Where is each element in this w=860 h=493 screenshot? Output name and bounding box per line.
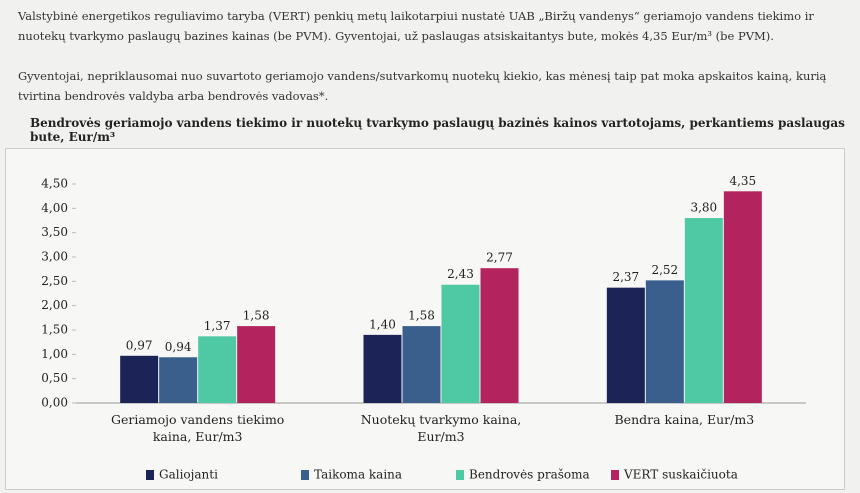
- bar: [645, 280, 684, 403]
- legend-label: VERT suskaičiuota: [623, 468, 738, 482]
- value-label: 2,37: [612, 270, 639, 284]
- legend-label: Galiojanti: [159, 468, 218, 482]
- value-label: 1,58: [243, 309, 270, 323]
- legend-swatch: [301, 470, 309, 480]
- legend-label: Bendrovės prašoma: [469, 468, 590, 482]
- y-tick-label: 2,50: [41, 274, 68, 288]
- x-tick-label: Bendra kaina, Eur/m3: [614, 412, 755, 427]
- bar: [198, 336, 237, 403]
- y-tick-label: 0,00: [41, 396, 68, 410]
- paragraph: Valstybinė energetikos reguliavimo taryb…: [18, 9, 814, 43]
- value-label: 4,35: [729, 174, 756, 188]
- bar: [480, 268, 519, 403]
- bar: [402, 326, 441, 403]
- bar: [363, 334, 402, 403]
- y-tick-label: 1,50: [41, 323, 68, 337]
- value-label: 0,97: [126, 338, 153, 352]
- y-tick-label: 4,00: [41, 201, 68, 215]
- chart-title: Bendrovės geriamojo vandens tiekimo ir n…: [30, 116, 845, 144]
- legend-swatch: [456, 470, 464, 480]
- bar: [159, 357, 198, 403]
- value-label: 3,80: [690, 201, 717, 215]
- chart: 0,00 0,50 1,00 1,50 2,00 2,50 3,00 3,50 4,00 4,50…: [5, 148, 845, 490]
- y-tick-label: 1,00: [41, 347, 68, 361]
- paragraph: Gyventojai, nepriklausomai nuo suvartoto…: [18, 69, 827, 103]
- value-label: 2,52: [651, 263, 678, 277]
- value-label: 2,43: [447, 267, 474, 281]
- y-tick-label: 2,00: [41, 298, 68, 312]
- value-label: 1,37: [204, 319, 231, 333]
- value-label: 1,40: [369, 317, 396, 331]
- legend-label: Taikoma kaina: [314, 468, 402, 482]
- x-tick-label: Nuotekų tvarkymo kaina, Eur/m3: [360, 412, 522, 444]
- y-tick-label: 4,50: [41, 177, 68, 191]
- x-tick-label: Geriamojo vandens tiekimo kaina, Eur/m3: [110, 412, 285, 444]
- bar: [441, 284, 480, 403]
- bar: [120, 355, 159, 403]
- value-label: 2,77: [486, 251, 513, 265]
- y-tick-label: 3,00: [41, 250, 68, 264]
- bar: [723, 191, 762, 403]
- legend-swatch: [146, 470, 154, 480]
- legend-swatch: [611, 470, 619, 480]
- page: Valstybinė energetikos reguliavimo taryb…: [5, 9, 845, 490]
- chart-svg: 0,00 0,50 1,00 1,50 2,00 2,50 3,00 3,50 4,00 4,50…: [41, 174, 806, 482]
- value-label: 0,94: [165, 340, 192, 354]
- y-tick-label: 0,50: [41, 371, 68, 385]
- bar: [237, 326, 276, 403]
- bar: [606, 287, 645, 403]
- value-label: 1,58: [408, 309, 435, 323]
- y-tick-label: 3,50: [41, 225, 68, 239]
- bar: [684, 218, 723, 403]
